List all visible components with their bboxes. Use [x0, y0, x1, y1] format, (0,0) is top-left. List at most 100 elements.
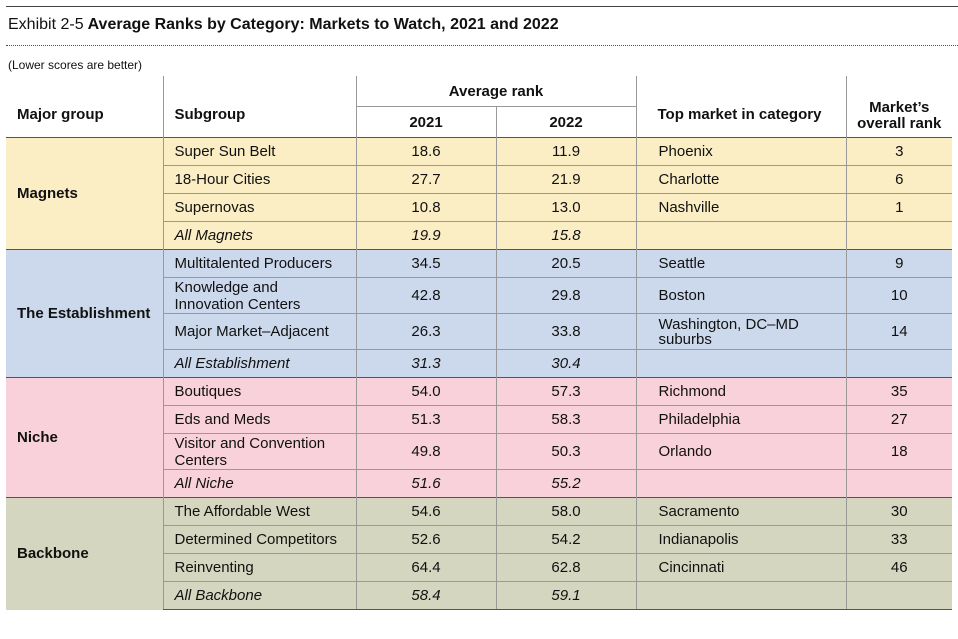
subgroup-cell: Determined Competitors [162, 525, 356, 554]
header-average-rank: Average rank [355, 76, 636, 107]
header-overall-rank-line2: overall rank [857, 115, 942, 132]
rank-2021-cell: 51.6 [355, 469, 496, 498]
top-market-cell: Nashville [635, 193, 846, 222]
overall-rank-cell: 18 [845, 433, 952, 470]
subgroup-cell: Boutiques [162, 377, 356, 406]
table-row-summary: All Backbone 58.4 59.1 [6, 581, 952, 610]
subgroup-cell: Major Market–Adjacent [162, 313, 356, 350]
overall-rank-cell: 10 [845, 277, 952, 314]
subgroup-summary-cell: All Backbone [162, 581, 356, 610]
table-row: The Establishment Multitalented Producer… [6, 249, 952, 378]
table-row: Magnets Super Sun Belt 18.6 11.9 Phoenix… [6, 137, 952, 250]
rank-2021-cell: 19.9 [355, 221, 496, 250]
top-market-cell: Philadelphia [635, 405, 846, 434]
rank-2022-cell: 29.8 [495, 277, 636, 314]
ranks-table: Major group Subgroup Average rank Top ma… [6, 76, 952, 610]
subgroup-line1: Visitor and Convention [174, 434, 326, 452]
title-bar: Exhibit 2-5 Average Ranks by Category: Ma… [6, 6, 958, 46]
rank-2021-cell: 58.4 [355, 581, 496, 610]
top-market-cell: Phoenix [635, 137, 846, 166]
subgroup-cell: Knowledge and Innovation Centers [162, 277, 356, 314]
subgroup-cell: Multitalented Producers [162, 249, 356, 278]
exhibit-number: Exhibit 2-5 [8, 16, 84, 33]
scoring-note: (Lower scores are better) [8, 58, 143, 72]
top-market-cell [635, 469, 846, 498]
table-row: Knowledge and Innovation Centers 42.8 29… [6, 277, 952, 314]
overall-rank-cell: 14 [845, 313, 952, 350]
table-row: Eds and Meds 51.3 58.3 Philadelphia 27 [6, 405, 952, 434]
subgroup-summary-cell: All Niche [162, 469, 356, 498]
header-overall-rank: Market’s overall rank [845, 76, 952, 138]
top-market-cell: Sacramento [635, 497, 846, 526]
table-row: Major Market–Adjacent 26.3 33.8 Washingt… [6, 313, 952, 350]
subgroup-line1: Knowledge and [174, 278, 278, 296]
overall-rank-cell [845, 469, 952, 498]
subgroup-cell: The Affordable West [162, 497, 356, 526]
rank-2022-cell: 30.4 [495, 349, 636, 378]
rank-2022-cell: 11.9 [495, 137, 636, 166]
top-market-cell: Indianapolis [635, 525, 846, 554]
table-row: Supernovas 10.8 13.0 Nashville 1 [6, 193, 952, 222]
title-divider [6, 45, 958, 46]
rank-2021-cell: 10.8 [355, 193, 496, 222]
top-market-cell [635, 349, 846, 378]
subgroup-cell: 18-Hour Cities [162, 165, 356, 194]
rank-2022-cell: 13.0 [495, 193, 636, 222]
rank-2022-cell: 33.8 [495, 313, 636, 350]
rank-2021-cell: 27.7 [355, 165, 496, 194]
rank-2022-cell: 55.2 [495, 469, 636, 498]
header-2022: 2022 [495, 106, 636, 138]
subgroup-cell: Reinventing [162, 553, 356, 582]
rank-2022-cell: 59.1 [495, 581, 636, 610]
subgroup-line2: Innovation Centers [174, 295, 301, 313]
overall-rank-cell: 33 [845, 525, 952, 554]
rank-2022-cell: 20.5 [495, 249, 636, 278]
overall-rank-cell: 35 [845, 377, 952, 406]
overall-rank-cell: 30 [845, 497, 952, 526]
rank-2021-cell: 18.6 [355, 137, 496, 166]
table-row: Determined Competitors 52.6 54.2 Indiana… [6, 525, 952, 554]
table-row: Visitor and Convention Centers 49.8 50.3… [6, 433, 952, 470]
overall-rank-cell [845, 581, 952, 610]
rank-2021-cell: 52.6 [355, 525, 496, 554]
subgroup-summary-cell: All Magnets [162, 221, 356, 250]
overall-rank-cell [845, 221, 952, 250]
top-market-cell: Cincinnati [635, 553, 846, 582]
table-row: Reinventing 64.4 62.8 Cincinnati 46 [6, 553, 952, 582]
header-2021: 2021 [355, 106, 496, 138]
rank-2021-cell: 42.8 [355, 277, 496, 314]
table-row: Backbone The Affordable West 54.6 58.0 S… [6, 497, 952, 610]
header-subgroup: Subgroup [162, 76, 356, 138]
group-name: The Establishment [6, 249, 163, 378]
top-market-cell: Washington, DC–MD suburbs [635, 313, 846, 350]
overall-rank-cell [845, 349, 952, 378]
top-market-line2: suburbs [658, 330, 712, 348]
group-name: Magnets [6, 137, 163, 250]
top-market-line1: Washington, DC–MD [658, 315, 799, 333]
top-market-cell: Charlotte [635, 165, 846, 194]
rank-2021-cell: 31.3 [355, 349, 496, 378]
table-row-summary: All Niche 51.6 55.2 [6, 469, 952, 498]
rank-2022-cell: 15.8 [495, 221, 636, 250]
overall-rank-cell: 9 [845, 249, 952, 278]
exhibit-title: Exhibit 2-5 Average Ranks by Category: Ma… [8, 16, 559, 34]
rank-2022-cell: 57.3 [495, 377, 636, 406]
table-row-summary: All Magnets 19.9 15.8 [6, 221, 952, 250]
subgroup-line2: Centers [174, 451, 228, 469]
overall-rank-cell: 3 [845, 137, 952, 166]
table-row-summary: All Establishment 31.3 30.4 [6, 349, 952, 378]
rank-2021-cell: 26.3 [355, 313, 496, 350]
rank-2022-cell: 54.2 [495, 525, 636, 554]
overall-rank-cell: 6 [845, 165, 952, 194]
rank-2022-cell: 58.3 [495, 405, 636, 434]
table-row: 18-Hour Cities 27.7 21.9 Charlotte 6 [6, 165, 952, 194]
top-market-cell: Boston [635, 277, 846, 314]
rank-2021-cell: 51.3 [355, 405, 496, 434]
rank-2021-cell: 54.6 [355, 497, 496, 526]
rank-2021-cell: 49.8 [355, 433, 496, 470]
rank-2021-cell: 64.4 [355, 553, 496, 582]
top-market-cell [635, 221, 846, 250]
subgroup-cell: Visitor and Convention Centers [162, 433, 356, 470]
top-market-cell [635, 581, 846, 610]
